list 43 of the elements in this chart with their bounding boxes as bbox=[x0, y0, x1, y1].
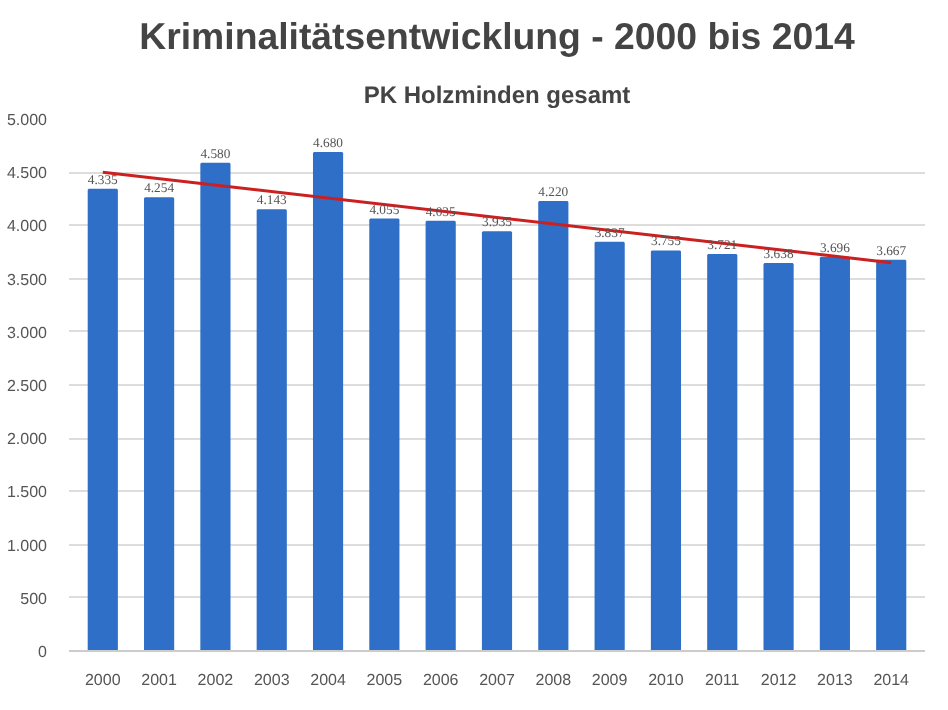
y-tick-label: 2.500 bbox=[6, 377, 49, 395]
bar bbox=[87, 188, 118, 651]
x-tick-label: 2001 bbox=[141, 671, 178, 689]
chart-subtitle: PK Holzminden gesamt bbox=[363, 81, 631, 109]
chart-title: Kriminalitätsentwicklung - 2000 bis 2014 bbox=[139, 15, 856, 57]
x-tick-label: 2012 bbox=[760, 671, 798, 689]
bar bbox=[481, 231, 513, 651]
x-tick-label: 2007 bbox=[479, 671, 516, 689]
y-tick-label: 4.500 bbox=[6, 164, 49, 183]
y-tick-label: 2.000 bbox=[6, 430, 49, 449]
bar bbox=[594, 241, 625, 651]
x-tick-label: 2004 bbox=[310, 671, 347, 689]
y-tick-label: 1.500 bbox=[6, 483, 49, 502]
y-tick-label: 4.000 bbox=[6, 217, 49, 236]
bar bbox=[312, 152, 344, 651]
y-tick-label: 0 bbox=[38, 643, 49, 661]
x-tick-label: 2003 bbox=[253, 671, 291, 689]
x-tick-label: 2013 bbox=[817, 671, 854, 689]
x-tick-label: 2000 bbox=[84, 671, 122, 689]
bar bbox=[707, 254, 738, 651]
x-tick-label: 2014 bbox=[873, 671, 911, 689]
bar bbox=[819, 256, 850, 651]
x-tick-label: 2009 bbox=[591, 671, 629, 689]
y-tick-label: 3.000 bbox=[6, 323, 49, 342]
bar bbox=[876, 259, 907, 651]
x-tick-label: 2008 bbox=[535, 671, 573, 689]
y-tick-label: 1.000 bbox=[6, 536, 49, 555]
x-tick-label: 2002 bbox=[197, 671, 235, 689]
y-tick-label: 5.000 bbox=[6, 111, 49, 129]
x-tick-label: 2011 bbox=[705, 671, 741, 689]
bar bbox=[200, 162, 231, 651]
bar bbox=[144, 197, 175, 651]
bar bbox=[256, 209, 287, 651]
bar bbox=[369, 218, 400, 651]
bar bbox=[763, 262, 794, 651]
bar bbox=[425, 220, 456, 651]
y-tick-label: 3.500 bbox=[6, 270, 49, 289]
x-tick-label: 2010 bbox=[648, 671, 685, 689]
y-tick-label: 500 bbox=[20, 589, 49, 608]
bar bbox=[650, 250, 682, 651]
x-tick-label: 2006 bbox=[422, 671, 460, 689]
bar bbox=[538, 200, 569, 651]
x-tick-label: 2005 bbox=[366, 671, 404, 689]
